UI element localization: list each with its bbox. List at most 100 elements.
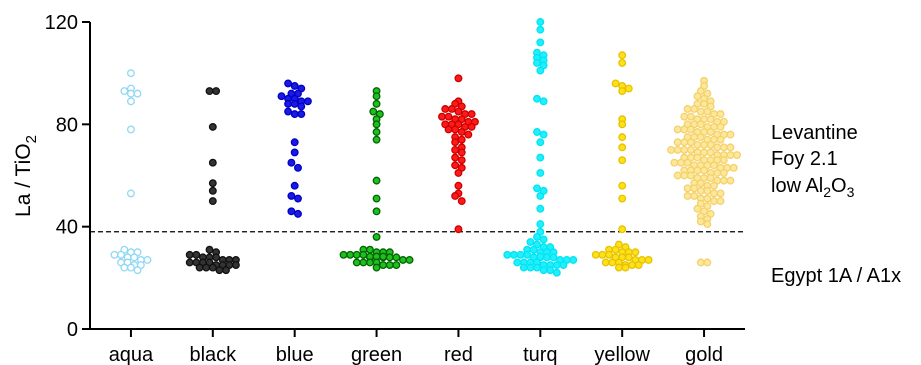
data-point-turq: [509, 250, 518, 259]
data-point-gold: [693, 204, 702, 213]
data-point-gold: [733, 151, 742, 159]
data-point-gold: [690, 184, 699, 193]
x-tick-label-green: green: [351, 344, 402, 365]
data-point-gold: [719, 156, 728, 165]
data-point-gold: [686, 112, 695, 121]
data-point-gold: [696, 217, 705, 226]
data-point-green: [405, 255, 414, 264]
data-point-turq: [549, 253, 558, 262]
series-green: [339, 87, 414, 272]
data-point-aqua: [133, 266, 142, 275]
data-point-blue: [294, 194, 302, 203]
data-point-yellow: [598, 250, 607, 259]
data-point-yellow: [634, 261, 643, 269]
data-point-gold: [713, 143, 722, 152]
data-point-gold: [686, 138, 695, 147]
data-point-gold: [693, 92, 702, 101]
data-point-turq: [539, 235, 548, 244]
data-point-yellow: [614, 263, 623, 272]
data-point-yellow: [618, 143, 627, 152]
data-point-green: [379, 252, 388, 261]
data-point-yellow: [618, 181, 627, 190]
data-point-aqua: [117, 250, 125, 259]
data-point-gold: [673, 145, 682, 154]
data-point-black: [231, 261, 240, 269]
data-point-green: [372, 194, 381, 203]
data-point-gold: [683, 158, 692, 167]
data-point-gold: [673, 171, 682, 180]
data-point-gold: [703, 186, 712, 195]
data-point-blue: [290, 82, 299, 90]
y-axis-label: La / TiO2: [12, 135, 40, 217]
y-ticks: 0 40 80 120: [45, 12, 90, 341]
data-point-turq: [552, 268, 561, 277]
data-point-yellow: [618, 87, 627, 96]
data-point-turq: [552, 261, 561, 269]
data-point-gold: [690, 192, 699, 200]
data-point-turq: [536, 25, 545, 34]
data-point-gold: [726, 130, 735, 139]
data-point-green: [359, 250, 368, 259]
data-point-black: [208, 197, 217, 206]
data-point-gold: [693, 140, 702, 149]
data-point-red: [454, 107, 463, 116]
data-point-gold: [706, 128, 715, 136]
data-point-aqua: [126, 263, 135, 272]
data-point-gold: [703, 258, 712, 267]
data-point-blue: [290, 148, 299, 157]
data-point-gold: [673, 125, 682, 134]
data-point-aqua: [120, 87, 129, 96]
data-point-gold: [710, 181, 718, 190]
data-point-yellow: [644, 255, 653, 264]
data-point-gold: [696, 120, 705, 129]
data-point-green: [346, 250, 355, 259]
data-point-green: [366, 245, 374, 254]
data-point-yellow: [618, 58, 627, 67]
data-point-gold: [710, 161, 718, 170]
data-point-red: [451, 138, 460, 147]
data-point-green: [372, 92, 381, 101]
data-point-yellow: [591, 250, 600, 259]
annotation-low-al2o3: low Al2O3: [771, 175, 855, 200]
annotation-egypt: Egypt 1A / A1x: [771, 265, 901, 287]
data-point-turq: [513, 258, 522, 267]
data-point-gold: [683, 184, 692, 193]
data-point-gold: [719, 168, 728, 177]
series-red: [437, 74, 479, 234]
data-point-gold: [686, 125, 695, 134]
data-point-green: [372, 120, 381, 129]
data-point-turq: [533, 184, 541, 193]
data-point-gold: [696, 107, 705, 116]
data-point-green: [385, 261, 394, 269]
data-point-gold: [700, 99, 709, 108]
data-point-red: [454, 181, 463, 190]
data-point-turq: [536, 168, 545, 177]
data-point-yellow: [628, 261, 637, 269]
data-point-gold: [703, 220, 712, 229]
data-point-blue: [297, 110, 306, 119]
series-gold: [667, 76, 742, 267]
data-point-yellow: [624, 84, 633, 93]
data-point-gold: [680, 171, 689, 180]
data-point-black: [185, 250, 194, 259]
data-point-turq: [542, 253, 551, 262]
data-point-turq: [533, 58, 541, 67]
data-point-gold: [716, 135, 725, 144]
data-point-gold: [700, 166, 709, 175]
x-tick-label-blue: blue: [276, 344, 314, 365]
data-point-green: [369, 107, 378, 116]
data-point-gold: [716, 189, 725, 198]
data-point-yellow: [618, 51, 627, 60]
data-point-aqua: [133, 89, 142, 98]
data-point-red: [451, 161, 460, 170]
data-point-black: [185, 258, 194, 267]
data-point-green: [359, 258, 368, 267]
data-point-gold: [729, 163, 738, 172]
data-point-turq: [526, 238, 535, 246]
data-point-turq: [503, 250, 512, 259]
data-point-blue: [290, 99, 299, 108]
data-point-turq: [533, 263, 541, 272]
data-point-green: [339, 250, 348, 259]
data-point-gold: [706, 140, 715, 149]
